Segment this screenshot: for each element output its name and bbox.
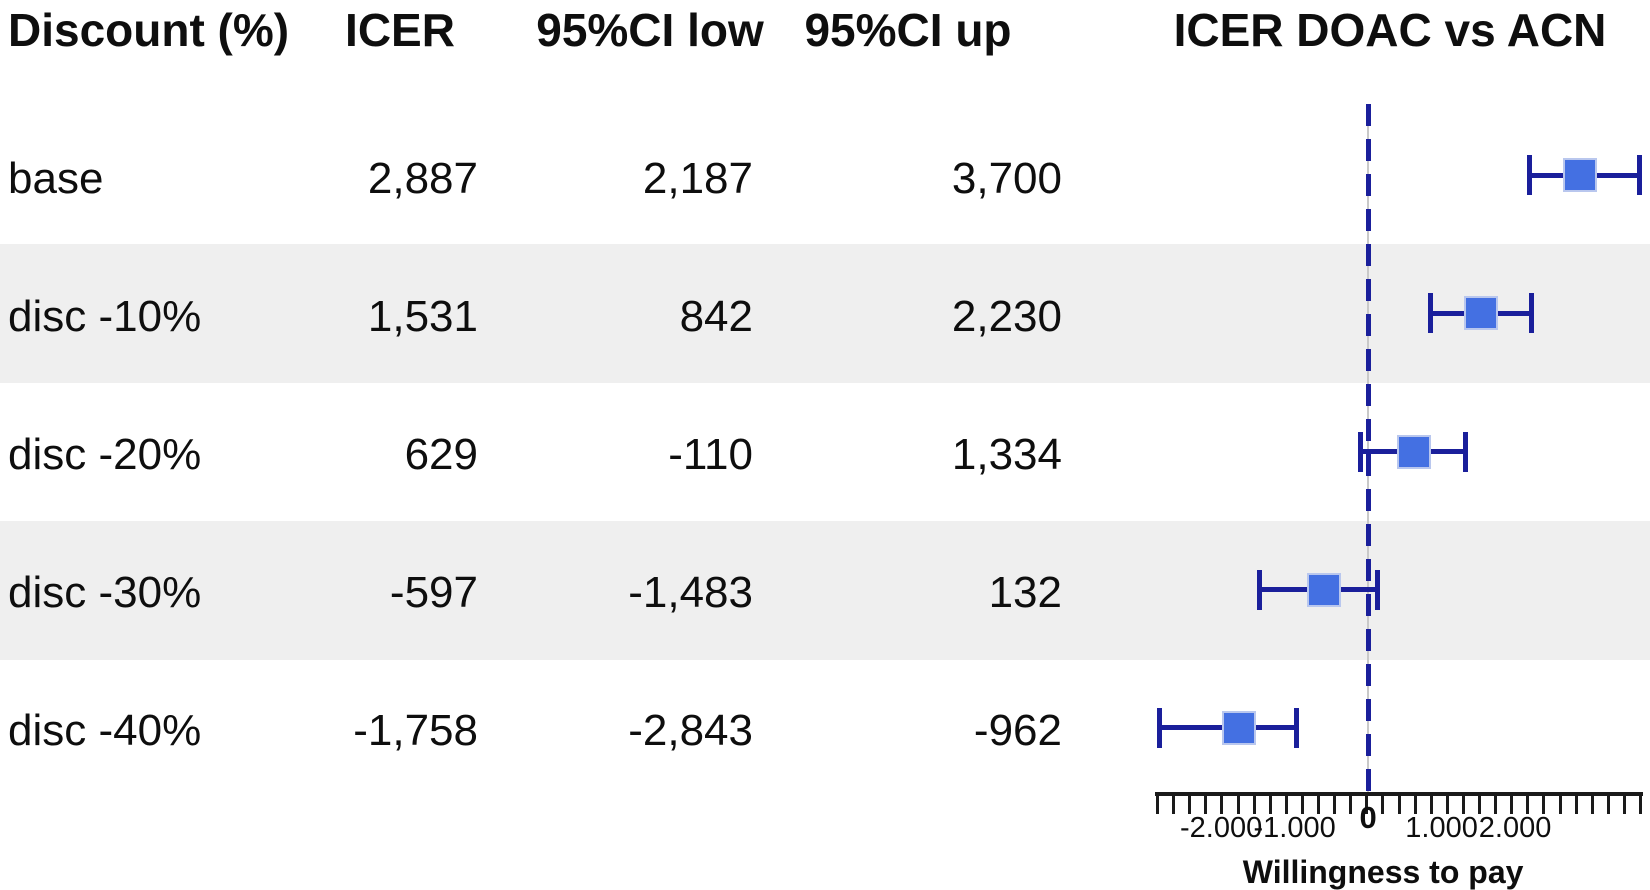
x-axis-tick [1606,796,1610,814]
x-axis-tick [1639,796,1642,814]
ci-low-value: -110 [668,429,753,479]
x-axis-tick [1317,796,1320,814]
x-axis-tick [1349,796,1353,814]
ci-up-value: -962 [973,706,1062,756]
x-tick-label: -2.000 [1180,812,1263,844]
x-tick-label: 0 [1359,800,1377,835]
row-label: base [8,153,104,203]
x-axis-tick [1622,796,1626,814]
table-row: disc -10% 1,531 842 2,230 [0,244,1650,384]
x-axis-tick [1445,796,1449,814]
column-header-discount: Discount (%) [8,4,290,56]
table-row: disc -20% 629 -110 1,334 [0,382,1650,521]
column-header-ci-low: 95%CI low [536,4,764,56]
x-axis-tick [1333,796,1337,814]
x-axis-tick [1413,796,1417,814]
ci-low-value: 2,187 [642,153,753,203]
x-axis-tick [1284,796,1288,814]
x-tick-label: 2.000 [1478,812,1552,844]
x-axis-tick [1268,796,1272,814]
ci-low-value: -2,843 [628,706,753,756]
row-label: disc -30% [8,568,202,618]
icer-value: 629 [404,429,478,479]
x-tick-label: 1.000 [1405,812,1478,844]
row-label: disc -40% [8,706,202,756]
x-axis-tick [1510,796,1514,814]
ci-low-value: 842 [679,291,753,341]
x-axis-tick [1461,796,1465,814]
x-axis-tick [1542,796,1546,814]
table-row: base 2,887 2,187 3,700 [0,106,1650,245]
x-axis-tick [1220,796,1224,814]
icer-value: 2,887 [367,153,478,203]
row-label: disc -10% [8,291,202,341]
icer-value: 1,531 [367,291,478,341]
x-axis-tick [1397,796,1401,814]
icer-value: -597 [389,568,478,618]
x-axis-tick [1478,796,1481,814]
x-axis-tick [1526,796,1530,814]
x-axis-tick [1156,796,1159,814]
ci-up-value: 132 [988,568,1062,618]
x-axis-tick [1494,796,1498,814]
ci-up-value: 3,700 [951,153,1062,203]
icer-value: -1,758 [353,706,478,756]
column-header-icer: ICER [345,4,455,56]
x-axis-tick [1188,796,1192,814]
x-axis-tick [1574,796,1578,814]
table-row: disc -30% -597 -1,483 132 [0,520,1650,660]
x-axis-tick [1365,796,1369,814]
table-row: disc -40% -1,758 -2,843 -962 [0,659,1650,798]
ci-up-value: 2,230 [951,291,1062,341]
x-axis-tick [1381,796,1385,814]
x-axis-tick [1429,796,1433,814]
x-axis-tick [1252,796,1256,814]
x-axis-tick [1236,796,1240,814]
x-axis-tick [1558,796,1562,814]
ci-up-value: 1,334 [951,429,1062,479]
x-axis-tick [1172,796,1176,814]
x-axis-title: Willingness to pay [1242,854,1524,890]
x-tick-label: -1.000 [1253,812,1336,844]
x-axis-tick [1590,796,1594,814]
x-axis-tick [1300,796,1304,814]
plot-title: ICER DOAC vs ACN [1173,4,1607,56]
x-axis-tick [1204,796,1208,814]
ci-low-value: -1,483 [628,568,753,618]
column-header-ci-up: 95%CI up [804,4,1012,56]
row-label: disc -20% [8,429,202,479]
